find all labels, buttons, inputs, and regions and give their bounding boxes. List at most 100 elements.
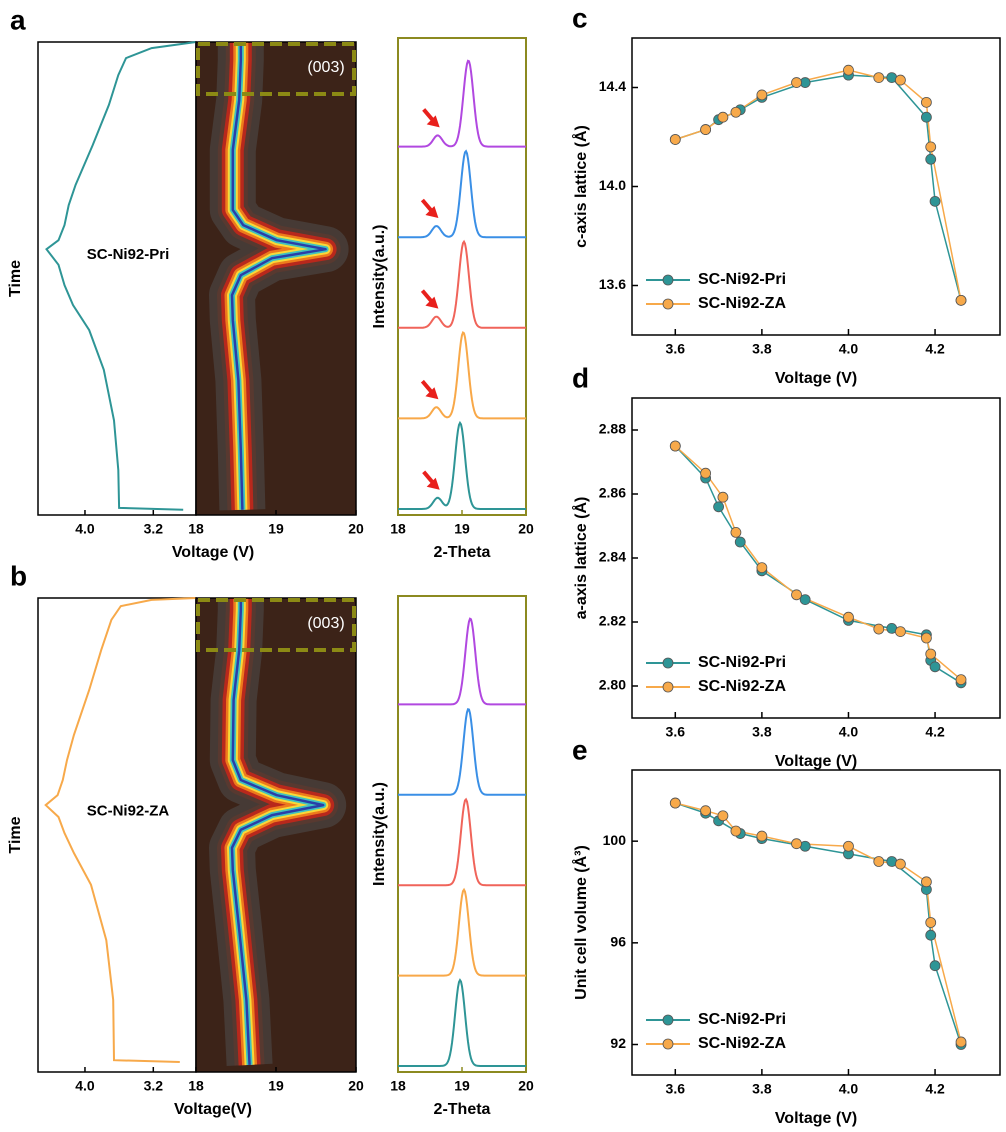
data-point (756, 89, 768, 101)
y-tick-label: 100 (603, 832, 627, 848)
data-point (925, 929, 937, 941)
series-line (675, 802, 962, 1045)
y-tick-label: 2.88 (599, 421, 626, 437)
data-point (929, 960, 941, 972)
data-point (717, 491, 729, 503)
legend-label: SC-Ni92-Pri (698, 654, 786, 671)
data-point (791, 589, 802, 601)
plot-frame (397, 595, 527, 1073)
data-point (955, 294, 967, 306)
x-tick-label: 3.8 (752, 1081, 772, 1097)
data-point (955, 674, 967, 685)
x-tick-label: 19 (268, 521, 284, 537)
x-axis-label: Voltage (V) (775, 1110, 857, 1127)
data-point (925, 153, 937, 165)
peak-track (230, 598, 325, 1065)
y-axis-label: Intensity(a.u.) (371, 782, 388, 886)
x-tick-label: 3.6 (666, 724, 686, 740)
y-tick-label: 14.0 (599, 177, 626, 193)
panel-label: a (10, 4, 26, 35)
data-point (730, 106, 742, 118)
x-tick-label: 4.0 (839, 724, 859, 740)
data-point (873, 856, 885, 867)
y-tick-label: 2.84 (599, 549, 626, 565)
data-point (700, 124, 711, 135)
xrd-pattern (398, 420, 526, 510)
data-point (873, 72, 885, 83)
x-tick-label: 4.0 (839, 1081, 859, 1097)
plot-frame (631, 397, 1001, 719)
x-tick-label: 18 (188, 521, 204, 537)
arrow-head (426, 115, 440, 128)
legend-label: SC-Ni92-Pri (698, 271, 786, 288)
y-axis-label: Intensity(a.u.) (371, 224, 388, 328)
data-point (734, 536, 746, 548)
x-tick-label: 3.2 (144, 521, 164, 537)
y-tick-label: 2.86 (599, 485, 626, 501)
x-tick-label: 18 (390, 1078, 406, 1094)
data-point (717, 810, 729, 822)
data-point (799, 594, 811, 605)
x-tick-label: 4.2 (925, 341, 945, 357)
x-axis-label: Voltage (V) (172, 544, 254, 561)
data-point (925, 648, 937, 660)
legend-marker (662, 681, 674, 693)
contour-map (209, 598, 347, 1067)
data-point (756, 562, 768, 573)
data-point (873, 623, 885, 635)
data-point (730, 527, 742, 538)
panel-label: c (572, 2, 588, 33)
legend-marker (662, 657, 674, 669)
data-point (669, 134, 681, 145)
data-point (843, 611, 854, 623)
x-tick-label: 4.0 (75, 1078, 95, 1094)
highlight-box (196, 42, 356, 96)
x-tick-label: 18 (188, 1078, 204, 1094)
data-point (843, 64, 854, 76)
legend-marker (662, 1014, 674, 1026)
data-point (791, 838, 802, 850)
peak-label: (003) (307, 59, 344, 76)
series-line (675, 74, 962, 301)
data-point (669, 797, 681, 809)
x-tick-label: 3.8 (752, 341, 772, 357)
x-axis-label: Voltage (V) (775, 753, 857, 770)
peak-track (230, 42, 327, 510)
xrd-pattern (398, 239, 526, 329)
series-line (675, 802, 962, 1043)
contour-map (209, 42, 349, 511)
x-tick-label: 20 (348, 521, 364, 537)
x-tick-label: 3.8 (752, 724, 772, 740)
y-axis-label: Time (7, 816, 24, 853)
x-tick-label: 3.6 (666, 1081, 686, 1097)
data-point (843, 840, 854, 852)
y-tick-label: 92 (610, 1035, 626, 1051)
annotation: SC-Ni92-ZA (87, 802, 170, 819)
panel-label: e (572, 734, 588, 765)
x-tick-label: 4.2 (925, 724, 945, 740)
data-point (895, 74, 906, 86)
arrow-head (425, 296, 439, 309)
legend-label: SC-Ni92-ZA (698, 678, 786, 695)
x-tick-label: 20 (518, 521, 534, 537)
data-point (700, 805, 711, 817)
data-point (925, 917, 937, 928)
xrd-pattern (398, 707, 526, 796)
y-tick-label: 2.82 (599, 613, 626, 629)
y-axis-label: c-axis lattice (Å) (571, 125, 590, 248)
xrd-pattern (398, 797, 526, 887)
xrd-pattern (398, 887, 526, 977)
y-tick-label: 2.80 (599, 677, 626, 693)
legend-marker (662, 298, 674, 310)
x-tick-label: 20 (518, 1078, 534, 1094)
x-tick-label: 20 (348, 1078, 364, 1094)
annotation: SC-Ni92-Pri (87, 246, 170, 263)
xrd-pattern (398, 617, 526, 706)
y-tick-label: 13.6 (599, 276, 626, 292)
data-point (756, 830, 768, 842)
data-point (717, 111, 729, 123)
series-line (674, 445, 962, 681)
panel-label: b (10, 560, 27, 591)
arrow-head (426, 477, 440, 490)
series-line (675, 69, 962, 301)
